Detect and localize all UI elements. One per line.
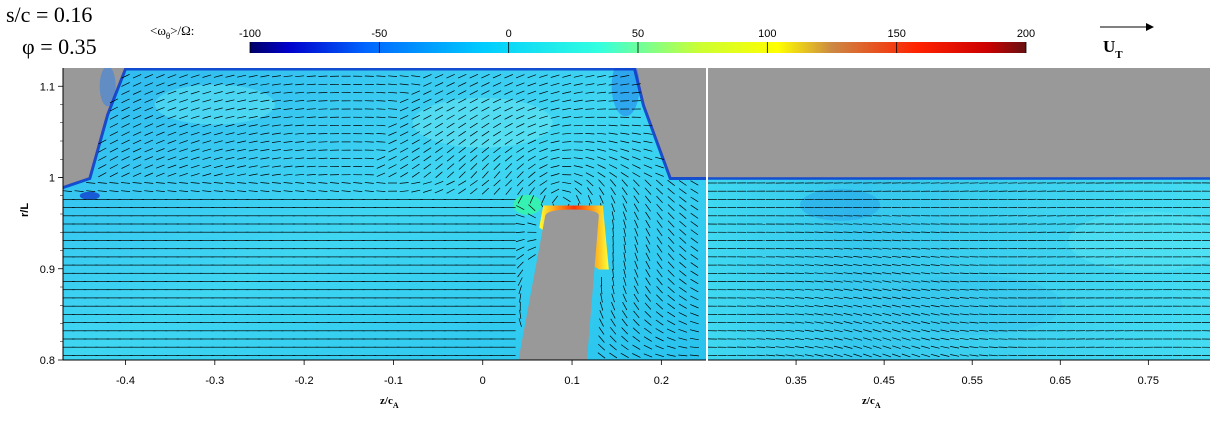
x-tick-label: 0.35 — [785, 375, 806, 387]
right-x-axis-label: z/cA — [862, 395, 881, 410]
colorbar-tick-label: 200 — [1017, 28, 1035, 40]
blade-tip — [518, 209, 599, 360]
colorbar-ticks: -100 -50 0 50 100 150 200 — [239, 28, 1035, 53]
y-axis-label: r/L — [19, 203, 31, 217]
colorbar-tick-label: 150 — [887, 28, 905, 40]
reference-vector: UT — [1100, 23, 1154, 61]
x-tick-label: -0.4 — [116, 375, 135, 387]
sc-label: s/c = 0.16 — [6, 2, 92, 27]
x-tick-label: -0.1 — [384, 375, 403, 387]
left-panel — [63, 68, 706, 360]
x-tick-label: 0 — [480, 375, 486, 387]
left-axes: -0.4 -0.3 -0.2 -0.1 0 0.1 0.2 1.1 1 0.9 0.8 — [40, 68, 706, 387]
colorbar-tick-label: 0 — [506, 28, 512, 40]
phi-label: φ = 0.35 — [22, 34, 97, 59]
x-tick-label: -0.2 — [295, 375, 314, 387]
left-x-axis-label: z/cA — [380, 395, 399, 410]
y-tick-label: 1 — [49, 173, 55, 185]
colorbar-tick-label: 50 — [632, 28, 644, 40]
colorbar-tick-label: 100 — [758, 28, 776, 40]
x-tick-label: 0.75 — [1138, 375, 1159, 387]
right-axes: 0.35 0.45 0.55 0.65 0.75 — [708, 359, 1210, 387]
x-tick-label: 0.45 — [873, 375, 894, 387]
x-tick-label: 0.2 — [654, 375, 669, 387]
y-tick-label: 0.8 — [40, 355, 55, 367]
y-tick-label: 0.9 — [40, 264, 55, 276]
x-tick-label: -0.3 — [205, 375, 224, 387]
colorbar-tick-label: -50 — [371, 28, 387, 40]
x-tick-label: 0.55 — [961, 375, 982, 387]
x-tick-label: 0.1 — [564, 375, 579, 387]
y-tick-label: 1.1 — [40, 81, 55, 93]
x-tick-label: 0.65 — [1050, 375, 1071, 387]
right-panel — [708, 68, 1210, 360]
colorbar-variable-label: <ωθ>/Ω: — [150, 23, 194, 41]
colorbar-tick-label: -100 — [239, 28, 261, 40]
reference-vector-label: UT — [1103, 37, 1123, 61]
